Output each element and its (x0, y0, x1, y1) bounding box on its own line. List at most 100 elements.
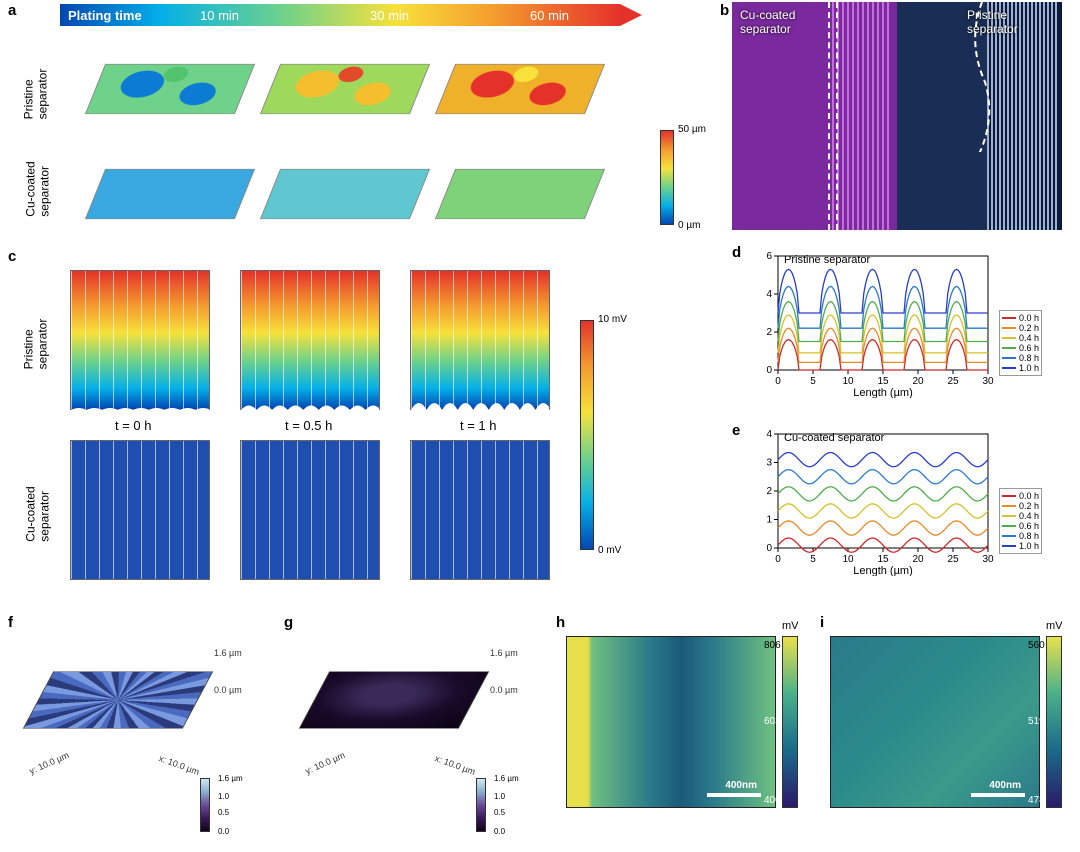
ax-gy: y: 10.0 µm (304, 750, 347, 776)
svg-text:2: 2 (766, 486, 772, 497)
ax-fx: x: 10.0 µm (158, 753, 201, 777)
cbh-mid: 603 (764, 716, 781, 727)
timeline: Plating time 10 min 30 min 60 min (60, 4, 660, 26)
svg-text:5: 5 (810, 554, 816, 565)
svg-text:0: 0 (766, 365, 772, 376)
unit-h: mV (782, 620, 799, 632)
cbi-min: 478 (1028, 795, 1045, 806)
chart-e: 05101520253001234Length (µm) Cu-coated s… (748, 426, 1048, 576)
cbi-mid: 519 (1028, 716, 1045, 727)
mesh-f (23, 671, 213, 728)
cbar-c: 10 mV 0 mV (580, 320, 594, 550)
svg-text:15: 15 (877, 554, 889, 565)
sq-pristine-2 (410, 270, 550, 410)
label-c: c (8, 248, 16, 265)
sq-coated-2 (410, 440, 550, 580)
cbar-f: 1.6 µm 1.0 0.5 0.0 (200, 778, 210, 832)
svg-text:5: 5 (810, 376, 816, 387)
heatmap-h: 400nm (566, 636, 776, 808)
unit-i: mV (1046, 620, 1063, 632)
cbar-h-grad (782, 636, 798, 808)
cbg-m2: 1.0 (494, 792, 505, 801)
svg-text:0: 0 (775, 554, 781, 565)
cbf-m1: 0.5 (218, 808, 229, 817)
ax-fzmin: 0.0 µm (214, 685, 242, 695)
title-e: Cu-coated separator (784, 432, 884, 444)
cbh-max: 806 (764, 640, 781, 651)
svg-text:Length (µm): Length (µm) (853, 565, 913, 576)
panel-b: Cu-coatedseparator Pristineseparator (732, 2, 1062, 230)
ax-fzmax: 1.6 µm (214, 648, 242, 658)
cbar-g: 1.6 µm 1.0 0.5 0.0 (476, 778, 486, 832)
cbar-c-min: 0 mV (598, 545, 621, 556)
label-h: h (556, 614, 565, 631)
pb-left: Cu-coatedseparator (732, 2, 897, 230)
cbf-min: 0.0 (218, 827, 229, 836)
pb-left-title: Cu-coatedseparator (740, 8, 795, 36)
svg-text:15: 15 (877, 376, 889, 387)
cbf-max: 1.6 µm (218, 774, 243, 783)
rowlbl-pristine-c: Pristineseparator (21, 319, 49, 370)
sbar-i (971, 793, 1025, 797)
chart-d: 0510152025300246Length (µm) Pristine sep… (748, 248, 1048, 398)
surf-pristine-1 (260, 64, 430, 114)
surf-coated-1 (260, 169, 430, 219)
rowlbl-coated-a: Cu-coatedseparator (24, 161, 52, 216)
afm-f: y: 10.0 µm x: 10.0 µm 1.6 µm 0.0 µm (18, 630, 248, 800)
svg-text:1: 1 (766, 515, 772, 526)
label-g: g (284, 614, 293, 631)
label-i: i (820, 614, 824, 631)
cbg-max: 1.6 µm (494, 774, 519, 783)
cbi-max: 560 (1028, 640, 1045, 651)
t60: 60 min (530, 8, 569, 23)
svg-text:10: 10 (842, 554, 854, 565)
label-e: e (732, 422, 740, 439)
cbh-min: 400 (764, 795, 781, 806)
cbar-a-max: 50 µm (678, 124, 706, 135)
timeline-title: Plating time (68, 8, 142, 23)
label-b: b (720, 2, 729, 19)
cbar-a: 50 µm 0 µm (660, 130, 674, 225)
ax-fy: y: 10.0 µm (28, 750, 71, 776)
sq-coated-1 (240, 440, 380, 580)
legend-d: 0.0 h0.2 h0.4 h0.6 h0.8 h1.0 h (999, 310, 1042, 376)
surf-pristine-0 (85, 64, 255, 114)
ax-gx: x: 10.0 µm (434, 753, 477, 777)
svg-text:3: 3 (766, 458, 772, 469)
surf-pristine-2 (435, 64, 605, 114)
ax-gzmin: 0.0 µm (490, 685, 518, 695)
svg-text:4: 4 (766, 289, 772, 300)
dash-curve (897, 2, 1062, 152)
label-d: d (732, 244, 741, 261)
mesh-g (299, 671, 489, 728)
sbar-h-txt: 400nm (725, 780, 757, 791)
dash1 (828, 2, 830, 230)
svg-text:25: 25 (947, 554, 959, 565)
timeline-arrow (620, 4, 642, 26)
sq-pristine-0 (70, 270, 210, 410)
t10: 10 min (200, 8, 239, 23)
time1: t = 0.5 h (285, 418, 332, 433)
cbar-g-grad (476, 778, 486, 832)
svg-text:0: 0 (766, 543, 772, 554)
svg-text:Length (µm): Length (µm) (853, 387, 913, 398)
surf-coated-2 (435, 169, 605, 219)
cbar-a-grad (660, 130, 674, 225)
timeline-bar: Plating time 10 min 30 min 60 min (60, 4, 620, 26)
cbar-i: 560 519 478 (1046, 636, 1062, 808)
svg-text:30: 30 (982, 554, 994, 565)
sq-coated-0 (70, 440, 210, 580)
svg-text:2: 2 (766, 327, 772, 338)
label-f: f (8, 614, 13, 631)
label-a: a (8, 2, 16, 19)
t30: 30 min (370, 8, 409, 23)
legend-e: 0.0 h0.2 h0.4 h0.6 h0.8 h1.0 h (999, 488, 1042, 554)
heatmap-i: 400nm (830, 636, 1040, 808)
cbar-c-grad (580, 320, 594, 550)
sq-pristine-1 (240, 270, 380, 410)
cbar-a-min: 0 µm (678, 220, 700, 231)
cbg-min: 0.0 (494, 827, 505, 836)
sbar-h (707, 793, 761, 797)
svg-text:4: 4 (766, 429, 772, 440)
svg-text:25: 25 (947, 376, 959, 387)
